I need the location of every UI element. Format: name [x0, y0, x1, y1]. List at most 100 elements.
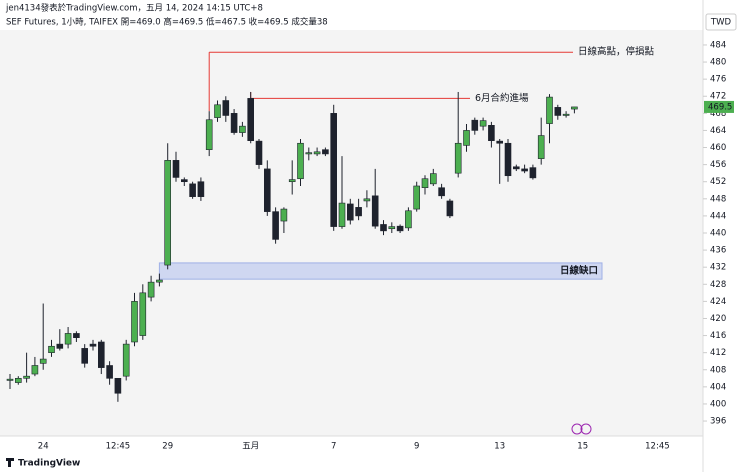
x-tick-label: 五月 [242, 442, 259, 452]
candle-body [297, 142, 304, 180]
candle-body [139, 292, 147, 336]
candle-body [330, 113, 338, 227]
candle-body [413, 185, 421, 210]
candle-body [106, 365, 113, 379]
candle-body [189, 183, 196, 197]
candle-body [463, 130, 470, 146]
candle-body [230, 113, 238, 133]
candle-body [239, 125, 246, 133]
x-tick-label: 12:45 [106, 442, 131, 452]
x-tick-label: 13 [494, 442, 505, 452]
x-tick-label: 12:45 [645, 442, 670, 452]
header-line1: jen4134發表於TradingView.com，五月 14, 2024 14… [5, 3, 263, 14]
y-tick-label: 440 [710, 229, 726, 239]
y-tick-label: 432 [710, 263, 726, 273]
y-tick-label: 416 [710, 331, 726, 341]
candle-body [122, 343, 130, 377]
event-icon[interactable] [571, 423, 583, 435]
annotation-text: 6月合約進場 [475, 92, 529, 104]
y-tick-label: 452 [710, 177, 726, 187]
candle-body [172, 160, 180, 178]
x-tick-label: 29 [162, 442, 173, 452]
candle-body [89, 343, 97, 347]
candle-body [429, 173, 437, 185]
candle-body [98, 341, 105, 368]
header-line2: SEF Futures, 1小時, TAIFEX 開=469.0 高=469.5… [6, 17, 328, 28]
candle-body [197, 181, 205, 197]
y-tick-label: 396 [710, 417, 726, 427]
y-tick-label: 476 [710, 75, 726, 85]
candle-body [205, 119, 213, 150]
y-tick-label: 436 [710, 246, 726, 256]
y-tick-label: 420 [710, 314, 726, 324]
y-tick-label: 464 [710, 126, 726, 136]
candle-body [346, 203, 354, 221]
candle-body [247, 98, 254, 141]
candle-body [529, 167, 537, 179]
plot-area [0, 30, 703, 436]
y-tick-label: 428 [710, 280, 726, 290]
y-tick-label: 408 [710, 365, 726, 375]
candle-body [280, 208, 288, 222]
candle-body [263, 168, 271, 212]
candle-body [56, 343, 64, 349]
candle-body [322, 149, 329, 155]
candle-body [421, 178, 429, 188]
y-tick-label: 472 [710, 92, 726, 102]
y-tick-label: 456 [710, 160, 726, 170]
currency-box[interactable] [705, 13, 737, 31]
y-tick-label: 400 [710, 399, 726, 409]
candle-body [147, 281, 155, 298]
candle-body [521, 168, 528, 172]
candle-body [471, 119, 479, 131]
candle-body [313, 151, 321, 155]
candle-body [305, 152, 313, 155]
candle-body [64, 333, 72, 345]
candle-body [31, 365, 39, 375]
x-tick-label: 24 [38, 442, 49, 452]
candle-body [562, 113, 570, 116]
y-tick-label: 444 [710, 211, 726, 221]
candle-body [15, 378, 22, 383]
candle-body [23, 375, 30, 379]
candle-body [371, 195, 379, 227]
event-icon[interactable] [580, 423, 592, 435]
y-tick-label: 460 [710, 143, 726, 153]
x-tick-label: 9 [414, 442, 419, 452]
candle-body [39, 358, 47, 364]
candle-body [355, 207, 362, 217]
candle-body [48, 345, 55, 353]
candle-body [438, 187, 445, 197]
candle-body [164, 160, 171, 266]
candle-body [496, 140, 504, 144]
y-tick-label: 468 [710, 109, 726, 119]
y-tick-label: 412 [710, 348, 726, 358]
candle-body [81, 348, 88, 364]
y-tick-label: 484 [710, 40, 726, 50]
candle-body [446, 200, 454, 217]
candle-body [181, 179, 188, 183]
brand: TradingView [18, 459, 80, 469]
y-tick-label: 404 [710, 382, 726, 392]
annotation-text: 日線高點，停損點 [578, 46, 655, 58]
gap-zone [158, 262, 603, 280]
candle-body [488, 125, 495, 141]
candle-body [396, 225, 404, 232]
candle-body [255, 140, 263, 165]
candle-body [73, 333, 80, 339]
x-tick-label: 7 [331, 442, 336, 452]
gap-label: 日線缺口 [560, 265, 598, 277]
brand-logo [6, 458, 14, 467]
candle-body [546, 96, 553, 124]
candle-body [114, 378, 122, 394]
candle-body [388, 226, 396, 230]
candle-body [222, 100, 230, 116]
candle-body [363, 198, 371, 202]
candle-body [537, 135, 545, 159]
candle-body [131, 301, 138, 343]
candle-body [288, 179, 296, 183]
candle-body [504, 142, 512, 177]
candle-body [6, 378, 14, 381]
x-tick-label: 15 [577, 442, 588, 452]
